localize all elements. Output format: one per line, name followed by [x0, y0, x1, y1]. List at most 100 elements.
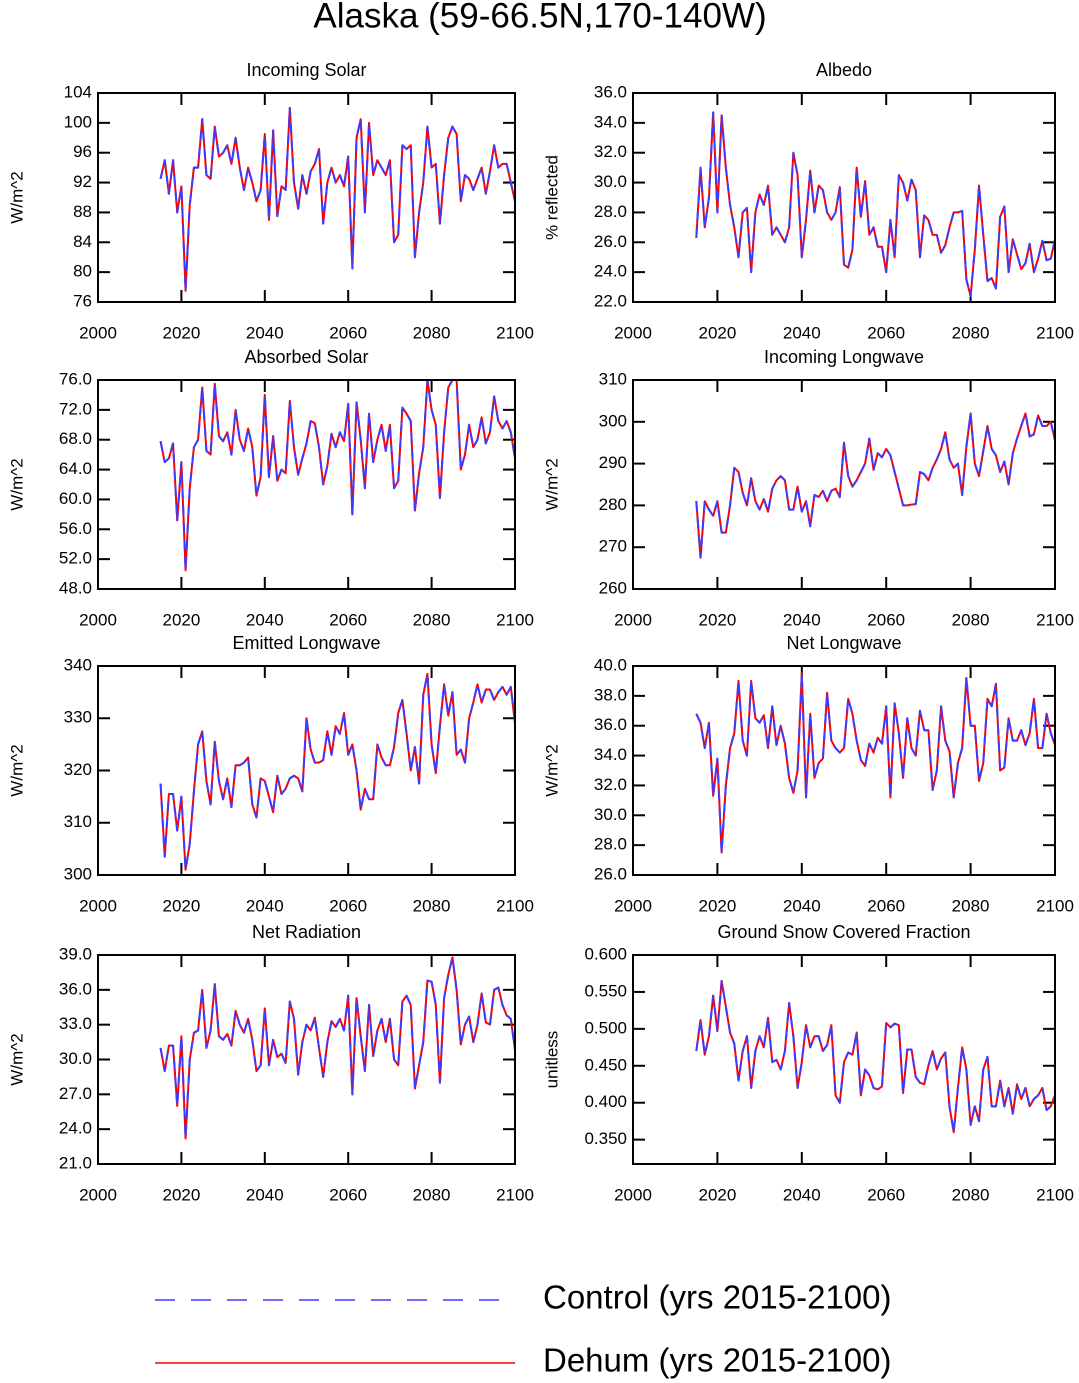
y-axis-label: W/m^2	[7, 744, 26, 796]
panel-title: Albedo	[816, 60, 872, 80]
y-tick-label: 280	[599, 495, 627, 514]
x-tick-label: 2040	[246, 1185, 284, 1204]
x-tick-label: 2080	[952, 610, 990, 629]
plot-frame	[97, 665, 516, 876]
x-tick-label: 2020	[162, 610, 200, 629]
x-tick-label: 2100	[496, 610, 534, 629]
y-tick-label: 34.0	[594, 745, 627, 764]
y-tick-label: 100	[64, 112, 92, 131]
x-tick-label: 2000	[614, 896, 652, 915]
y-tick-label: 32.0	[594, 142, 627, 161]
x-tick-label: 2020	[698, 323, 736, 342]
x-tick-label: 2000	[79, 323, 117, 342]
y-tick-label: 0.500	[584, 1018, 627, 1037]
series-line	[695, 111, 1056, 298]
panel-title: Absorbed Solar	[244, 347, 368, 367]
y-tick-label: 22.0	[594, 291, 627, 310]
plot-frame	[632, 92, 1056, 303]
plot-frame	[632, 379, 1056, 590]
x-tick-label: 2100	[496, 896, 534, 915]
series-line	[159, 106, 516, 292]
x-tick-label: 2020	[698, 1185, 736, 1204]
y-axis-label: W/m^2	[542, 744, 561, 796]
legend-label: Control (yrs 2015-2100)	[543, 1279, 892, 1316]
panel-title: Net Radiation	[252, 922, 361, 942]
y-tick-label: 320	[64, 760, 92, 779]
y-tick-label: 36.0	[59, 979, 92, 998]
x-tick-label: 2080	[952, 323, 990, 342]
plot-frame	[97, 954, 516, 1165]
y-tick-label: 64.0	[59, 459, 92, 478]
plot-frame	[632, 665, 1056, 876]
y-axis-label: unitless	[542, 1031, 561, 1089]
x-tick-label: 2040	[246, 323, 284, 342]
y-tick-label: 38.0	[594, 685, 627, 704]
x-tick-label: 2040	[783, 323, 821, 342]
x-tick-label: 2100	[1036, 896, 1074, 915]
x-tick-label: 2000	[79, 1185, 117, 1204]
y-tick-label: 52.0	[59, 549, 92, 568]
x-tick-label: 2020	[162, 1185, 200, 1204]
x-tick-label: 2040	[246, 610, 284, 629]
plot-frame	[97, 92, 516, 303]
x-tick-label: 2000	[614, 610, 652, 629]
x-tick-label: 2040	[783, 896, 821, 915]
y-tick-label: 24.0	[59, 1119, 92, 1138]
y-axis-label: W/m^2	[7, 1033, 26, 1085]
y-axis-label: W/m^2	[7, 171, 26, 223]
y-tick-label: 36.0	[594, 82, 627, 101]
y-tick-label: 21.0	[59, 1153, 92, 1172]
y-tick-label: 0.450	[584, 1055, 627, 1074]
y-tick-label: 30.0	[59, 1049, 92, 1068]
y-tick-label: 26.0	[594, 864, 627, 883]
y-tick-label: 40.0	[594, 655, 627, 674]
y-tick-label: 84	[73, 232, 92, 251]
y-axis-label: % reflected	[542, 155, 561, 240]
x-tick-label: 2020	[162, 896, 200, 915]
y-tick-label: 270	[599, 537, 627, 556]
plot-frame	[632, 954, 1056, 1165]
series-line	[695, 979, 1056, 1134]
series-line	[159, 672, 516, 871]
series-line	[695, 412, 1056, 559]
y-tick-label: 0.400	[584, 1092, 627, 1111]
panel-title: Net Longwave	[786, 633, 901, 653]
y-tick-label: 104	[64, 82, 92, 101]
y-tick-label: 32.0	[594, 775, 627, 794]
y-tick-label: 28.0	[594, 835, 627, 854]
x-tick-label: 2020	[698, 610, 736, 629]
y-tick-label: 96	[73, 142, 92, 161]
x-tick-label: 2080	[413, 1185, 451, 1204]
y-tick-label: 92	[73, 172, 92, 191]
x-tick-label: 2040	[246, 896, 284, 915]
y-tick-label: 76.0	[59, 369, 92, 388]
y-tick-label: 300	[64, 864, 92, 883]
x-tick-label: 2100	[1036, 1185, 1074, 1204]
y-tick-label: 0.350	[584, 1129, 627, 1148]
x-tick-label: 2040	[783, 610, 821, 629]
panel-title: Emitted Longwave	[232, 633, 380, 653]
series-line	[159, 956, 516, 1140]
y-tick-label: 80	[73, 262, 92, 281]
y-tick-label: 60.0	[59, 489, 92, 508]
x-tick-label: 2080	[413, 896, 451, 915]
y-tick-label: 26.0	[594, 232, 627, 251]
x-tick-label: 2060	[329, 610, 367, 629]
y-tick-label: 24.0	[594, 262, 627, 281]
x-tick-label: 2060	[329, 323, 367, 342]
x-tick-label: 2000	[614, 323, 652, 342]
x-tick-label: 2000	[79, 610, 117, 629]
panel-title: Ground Snow Covered Fraction	[717, 922, 970, 942]
y-axis-label: W/m^2	[7, 458, 26, 510]
plot-frame	[97, 379, 516, 590]
y-tick-label: 76	[73, 291, 92, 310]
x-tick-label: 2080	[952, 896, 990, 915]
y-tick-label: 330	[64, 708, 92, 727]
y-tick-label: 260	[599, 578, 627, 597]
x-tick-label: 2000	[79, 896, 117, 915]
series-line	[695, 672, 1056, 854]
y-tick-label: 300	[599, 411, 627, 430]
y-tick-label: 340	[64, 655, 92, 674]
x-tick-label: 2060	[867, 1185, 905, 1204]
